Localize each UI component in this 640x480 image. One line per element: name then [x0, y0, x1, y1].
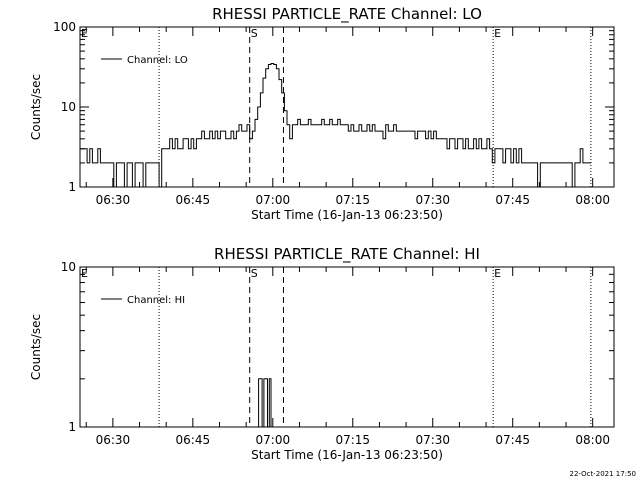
legend-entry: Channel: LO	[127, 55, 188, 66]
y-tick-label: 1	[68, 180, 76, 194]
y-tick-label: 10	[61, 100, 76, 114]
x-tick-label: 06:45	[176, 193, 211, 207]
x-tick-label: 08:00	[575, 433, 610, 447]
y-tick-label: 10	[61, 260, 76, 274]
marker-label: S	[251, 267, 258, 280]
marker-label: E	[81, 267, 88, 280]
x-tick-label: 06:30	[96, 193, 131, 207]
x-tick-label: 06:45	[176, 433, 211, 447]
x-tick-label: 07:00	[256, 433, 291, 447]
x-tick-label: 07:45	[495, 193, 530, 207]
x-tick-label: 07:15	[335, 193, 370, 207]
y-tick-label: 100	[53, 20, 76, 34]
generation-timestamp: 22-Oct-2021 17:50	[570, 470, 636, 478]
x-tick-label: 07:00	[256, 193, 291, 207]
x-tick-label: 07:30	[415, 193, 450, 207]
data-series-line	[80, 63, 592, 188]
marker-label: E	[494, 267, 501, 280]
marker-label: E	[81, 27, 88, 40]
x-tick-label: 07:15	[335, 433, 370, 447]
x-tick-label: 07:30	[415, 433, 450, 447]
x-tick-label: 07:45	[495, 433, 530, 447]
data-series-line	[256, 378, 274, 428]
marker-label: S	[251, 27, 258, 40]
plot-frame	[79, 266, 615, 428]
chart-title: RHESSI PARTICLE_RATE Channel: HI	[214, 245, 480, 264]
legend-entry: Channel: HI	[127, 295, 185, 306]
x-axis-label: Start Time (16-Jan-13 06:23:50)	[251, 448, 443, 462]
y-axis-label: Counts/sec	[29, 74, 43, 140]
marker-label: E	[494, 27, 501, 40]
y-tick-label: 1	[68, 420, 76, 434]
y-axis-label: Counts/sec	[29, 314, 43, 380]
x-tick-label: 06:30	[96, 433, 131, 447]
x-tick-label: 08:00	[575, 193, 610, 207]
lo-channel-panel: RHESSI PARTICLE_RATE Channel: LO Counts/…	[29, 5, 615, 222]
chart-title: RHESSI PARTICLE_RATE Channel: LO	[212, 5, 482, 24]
hi-channel-panel: RHESSI PARTICLE_RATE Channel: HI Counts/…	[29, 245, 615, 462]
x-axis-label: Start Time (16-Jan-13 06:23:50)	[251, 208, 443, 222]
